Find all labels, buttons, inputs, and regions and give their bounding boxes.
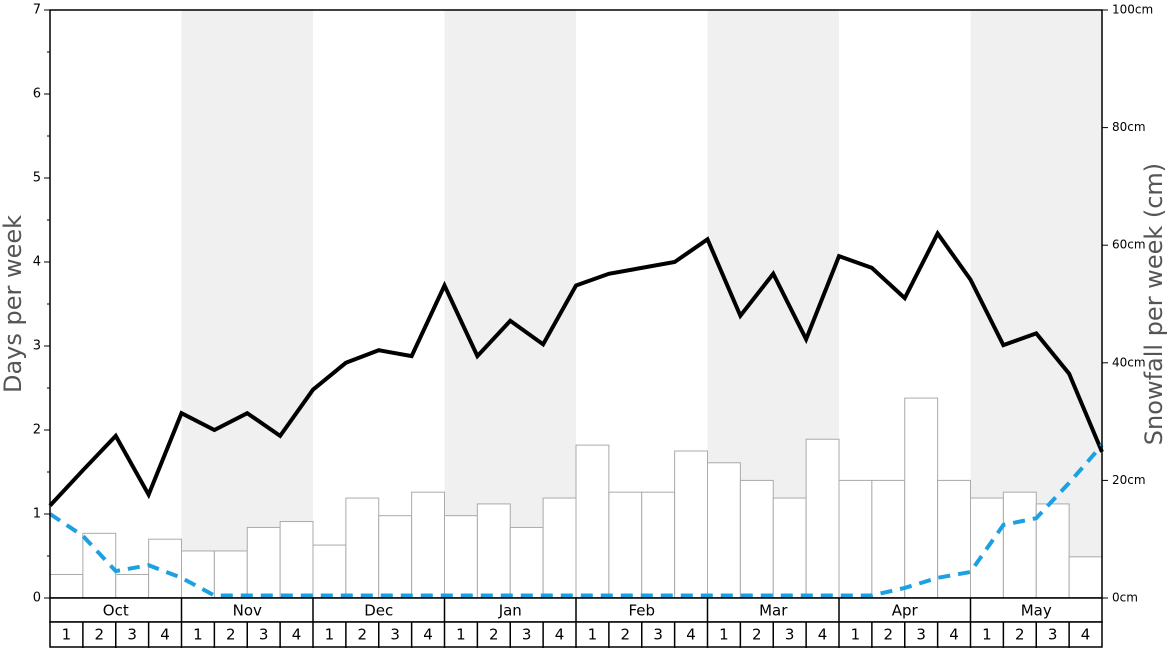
snowfall-bar [641,491,676,599]
snowfall-bar [608,491,643,599]
week-label: 3 [259,626,269,644]
snowfall-bar [378,515,413,599]
y2-tick-label: 20cm [1112,473,1146,487]
week-label: 3 [1048,626,1058,644]
snowfall-bar [542,497,577,599]
snowfall-bar [1035,503,1070,599]
snowfall-bar [476,503,511,599]
week-label: 1 [193,626,203,644]
week-label: 4 [160,626,170,644]
y-tick-label: 5 [33,171,41,186]
week-label: 3 [127,626,137,644]
y2-tick-label: 80cm [1112,120,1146,134]
y2-tick-label: 0cm [1112,591,1138,605]
snowfall-bar [115,573,150,599]
y-tick-label: 3 [33,339,41,354]
month-label: Dec [364,602,393,620]
snowfall-bar [312,544,347,599]
week-label: 4 [818,626,828,644]
y-tick-label: 1 [33,507,41,522]
snowfall-bar [937,479,971,599]
y-tick-label: 4 [33,255,41,270]
month-label: Feb [628,602,655,620]
month-shade [181,10,313,598]
week-label: 2 [95,626,105,644]
week-label: 3 [522,626,532,644]
week-label: 4 [292,626,302,644]
y2-axis-label: Snowfall per week (cm) [1140,163,1168,445]
week-label: 1 [456,626,466,644]
week-label: 2 [621,626,631,644]
week-label: 3 [653,626,663,644]
y-tick-label: 0 [33,591,41,606]
snowfall-bar [246,526,281,599]
week-label: 4 [949,626,959,644]
week-label: 1 [719,626,729,644]
snowfall-bar [674,450,708,599]
snowfall-bar [707,462,741,599]
month-label: Jan [498,602,522,620]
y2-tick-label: 60cm [1112,238,1146,252]
week-label: 3 [390,626,400,644]
y-axis-label: Days per week [0,215,27,393]
week-label: 2 [489,626,499,644]
snowfall-bar [904,397,939,599]
solid-line [48,229,1104,507]
month-label: Nov [233,602,262,620]
snowfall-bar [279,521,314,599]
dashed-line [48,443,1104,598]
month-label: Mar [759,602,788,620]
snowfall-bar [739,479,774,599]
week-label: 1 [325,626,335,644]
week-label: 1 [851,626,861,644]
snowfall-bar [509,526,544,599]
week-label: 4 [686,626,696,644]
week-label: 2 [358,626,368,644]
week-label: 2 [226,626,236,644]
y2-tick-label: 100cm [1112,3,1153,17]
snowfall-bar [871,479,906,599]
week-label: 2 [1015,626,1025,644]
y-tick-label: 7 [33,3,41,18]
snowfall-bar [575,444,610,599]
y-tick-label: 6 [33,87,41,102]
snowfall-bar [49,573,84,599]
week-label: 1 [982,626,992,644]
week-label: 1 [588,626,598,644]
month-label: Oct [103,602,129,620]
week-label: 2 [752,626,762,644]
snowfall-bar [444,515,478,599]
week-label: 2 [884,626,894,644]
month-label: May [1021,602,1052,620]
week-label: 4 [423,626,433,644]
snowfall-bar [1002,491,1037,599]
snowfall-bar [345,497,380,599]
y2-tick-label: 40cm [1112,355,1146,369]
week-label: 3 [785,626,795,644]
snowfall-bar [772,497,807,599]
week-label: 1 [62,626,72,644]
snowfall-bar [805,438,840,599]
week-label: 4 [555,626,565,644]
snowfall-bar [838,479,873,599]
snowfall-bar [213,550,248,599]
week-label: 3 [916,626,926,644]
snowfall-bar [1068,556,1103,599]
snowfall-bar [411,491,445,599]
month-label: Apr [892,602,919,620]
y-tick-label: 2 [33,423,41,438]
week-label: 4 [1081,626,1091,644]
